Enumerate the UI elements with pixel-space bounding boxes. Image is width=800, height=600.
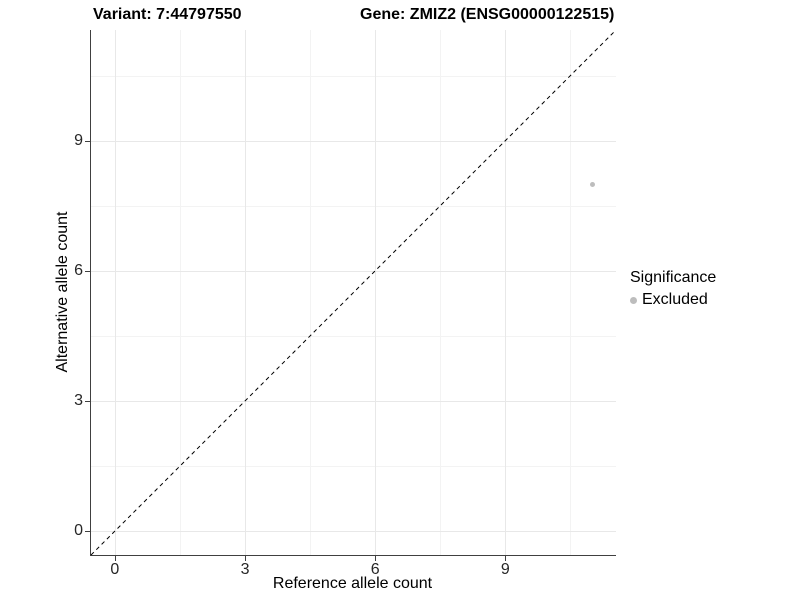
data-point[interactable] bbox=[589, 181, 595, 187]
y-tick-label: 9 bbox=[74, 131, 83, 149]
legend-key-point-icon bbox=[630, 296, 637, 304]
minor-gridline-horizontal bbox=[91, 335, 616, 337]
x-tick-label: 0 bbox=[110, 561, 120, 578]
minor-gridline-vertical bbox=[310, 30, 312, 555]
legend-items: Excluded bbox=[630, 291, 716, 309]
x-tick-mark bbox=[245, 556, 247, 561]
x-tick-mark bbox=[375, 556, 377, 561]
x-tick-label: 6 bbox=[370, 561, 380, 578]
major-gridline-vertical bbox=[375, 30, 377, 555]
identity-line bbox=[90, 29, 617, 556]
major-gridline-vertical bbox=[245, 30, 247, 555]
x-tick-mark bbox=[505, 556, 507, 561]
plot-panel: 0 3 6 9 0 3 6 9 bbox=[74, 29, 617, 578]
legend-item: Excluded bbox=[630, 291, 716, 309]
y-tick-mark bbox=[85, 400, 90, 402]
minor-gridline-horizontal bbox=[91, 75, 616, 77]
legend-item-label: Excluded bbox=[642, 291, 708, 308]
x-tick-label: 9 bbox=[500, 561, 510, 578]
minor-gridline-horizontal bbox=[91, 466, 616, 468]
major-gridline-horizontal bbox=[91, 531, 616, 533]
major-gridline-horizontal bbox=[91, 400, 616, 402]
y-tick-mark bbox=[85, 531, 90, 533]
major-gridline-vertical bbox=[505, 30, 507, 555]
minor-gridline-vertical bbox=[179, 30, 181, 555]
y-tick-label: 3 bbox=[74, 391, 83, 409]
variant-title: Variant: 7:44797550 bbox=[93, 6, 242, 23]
y-tick-mark bbox=[85, 140, 90, 142]
major-gridline-horizontal bbox=[91, 270, 616, 272]
minor-gridline-horizontal bbox=[91, 205, 616, 207]
x-tick-label: 3 bbox=[240, 561, 250, 578]
major-gridline-horizontal bbox=[91, 140, 616, 142]
y-tick-label: 0 bbox=[74, 522, 83, 540]
x-tick-mark bbox=[114, 556, 116, 561]
gene-title: Gene: ZMIZ2 (ENSG00000122515) bbox=[360, 6, 615, 23]
y-tick-mark bbox=[85, 270, 90, 272]
x-axis-title: Reference allele count bbox=[272, 575, 433, 592]
y-axis-title: Alternative allele count bbox=[54, 211, 71, 373]
y-tick-label: 6 bbox=[74, 261, 83, 279]
legend: Significance Excluded bbox=[630, 269, 716, 309]
minor-gridline-vertical bbox=[440, 30, 442, 555]
major-gridline-vertical bbox=[114, 30, 116, 555]
minor-gridline-vertical bbox=[570, 30, 572, 555]
legend-title: Significance bbox=[630, 269, 717, 286]
